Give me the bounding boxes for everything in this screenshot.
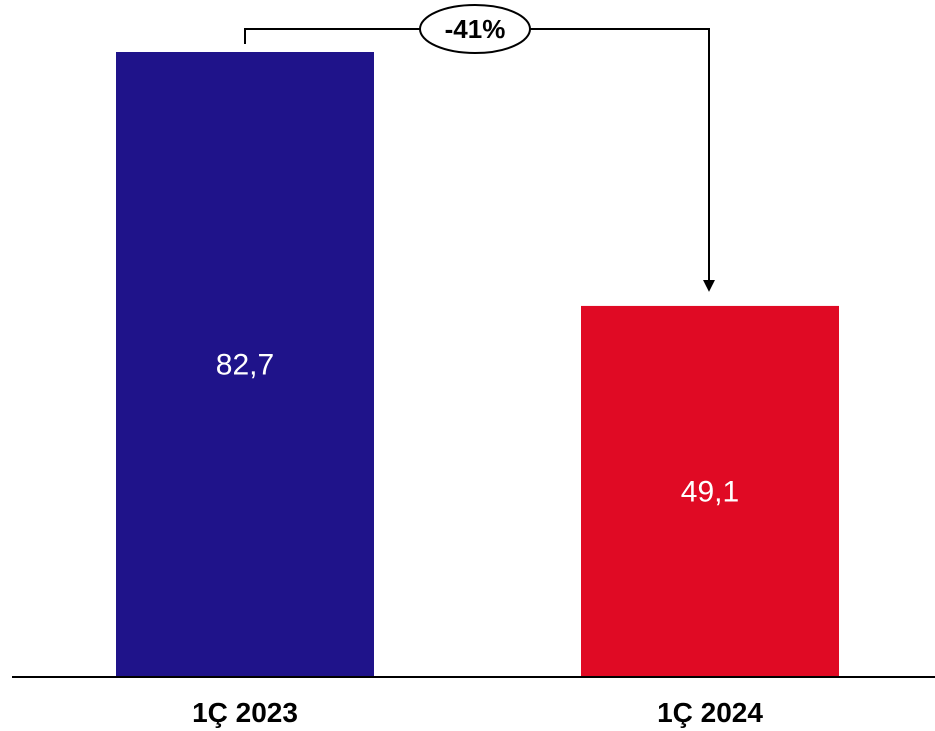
change-badge bbox=[419, 4, 531, 54]
category-label: 1Ç 2024 bbox=[657, 697, 763, 728]
bar-1 bbox=[116, 52, 374, 677]
bar-value-label: 49,1 bbox=[681, 475, 739, 508]
bar-2 bbox=[581, 305, 839, 677]
labels-group: 82,7 1Ç 2023 49,1 1Ç 2024 bbox=[192, 349, 763, 729]
change-annotation: -41% bbox=[244, 4, 715, 292]
category-label: 1Ç 2023 bbox=[192, 697, 298, 728]
bars-group bbox=[116, 52, 839, 677]
change-label: -41% bbox=[445, 14, 506, 44]
bar-value-label: 82,7 bbox=[216, 349, 274, 382]
